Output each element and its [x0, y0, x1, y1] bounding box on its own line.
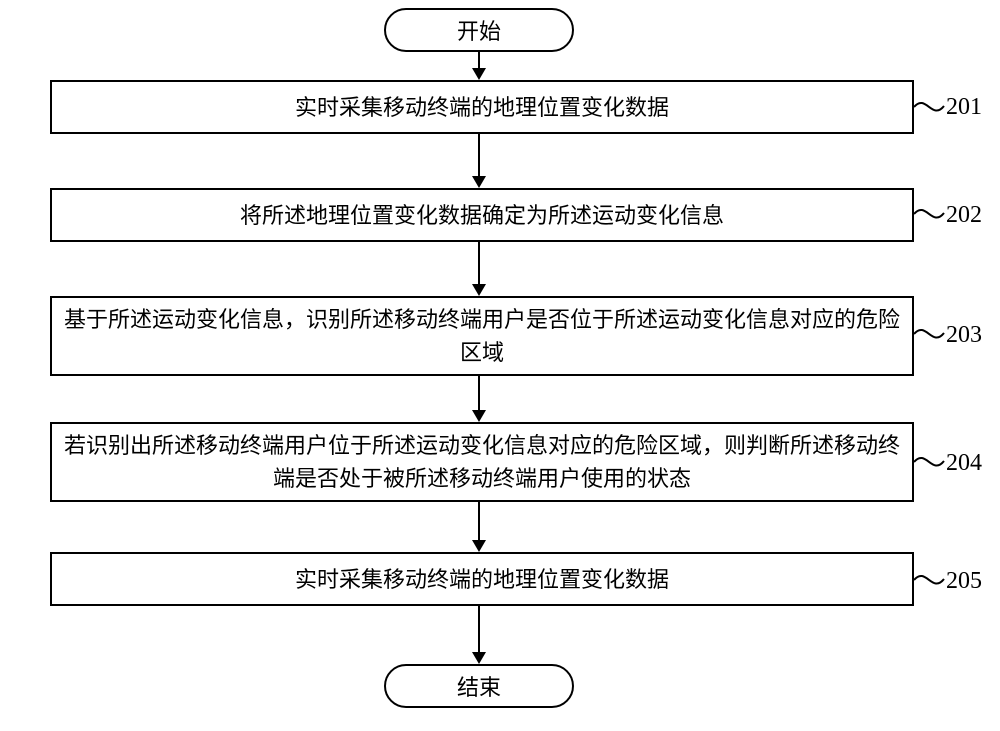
arrow-line-3 — [478, 242, 480, 284]
arrow-line-2 — [478, 134, 480, 176]
arrow-head-2-icon — [472, 176, 486, 188]
connector-203 — [914, 330, 944, 338]
connector-202 — [914, 210, 944, 218]
arrow-line-6 — [478, 606, 480, 652]
arrow-head-5-icon — [472, 540, 486, 552]
arrow-head-1-icon — [472, 68, 486, 80]
connector-svg — [0, 0, 1000, 731]
arrow-head-3-icon — [472, 284, 486, 296]
connector-205 — [914, 576, 944, 584]
arrow-line-4 — [478, 376, 480, 410]
arrow-head-4-icon — [472, 410, 486, 422]
connector-204 — [914, 458, 944, 466]
connector-201 — [914, 103, 944, 111]
flowchart-canvas: 开始 实时采集移动终端的地理位置变化数据 将所述地理位置变化数据确定为所述运动变… — [0, 0, 1000, 731]
arrow-line-1 — [478, 52, 480, 68]
arrow-line-5 — [478, 502, 480, 540]
arrow-head-6-icon — [472, 652, 486, 664]
